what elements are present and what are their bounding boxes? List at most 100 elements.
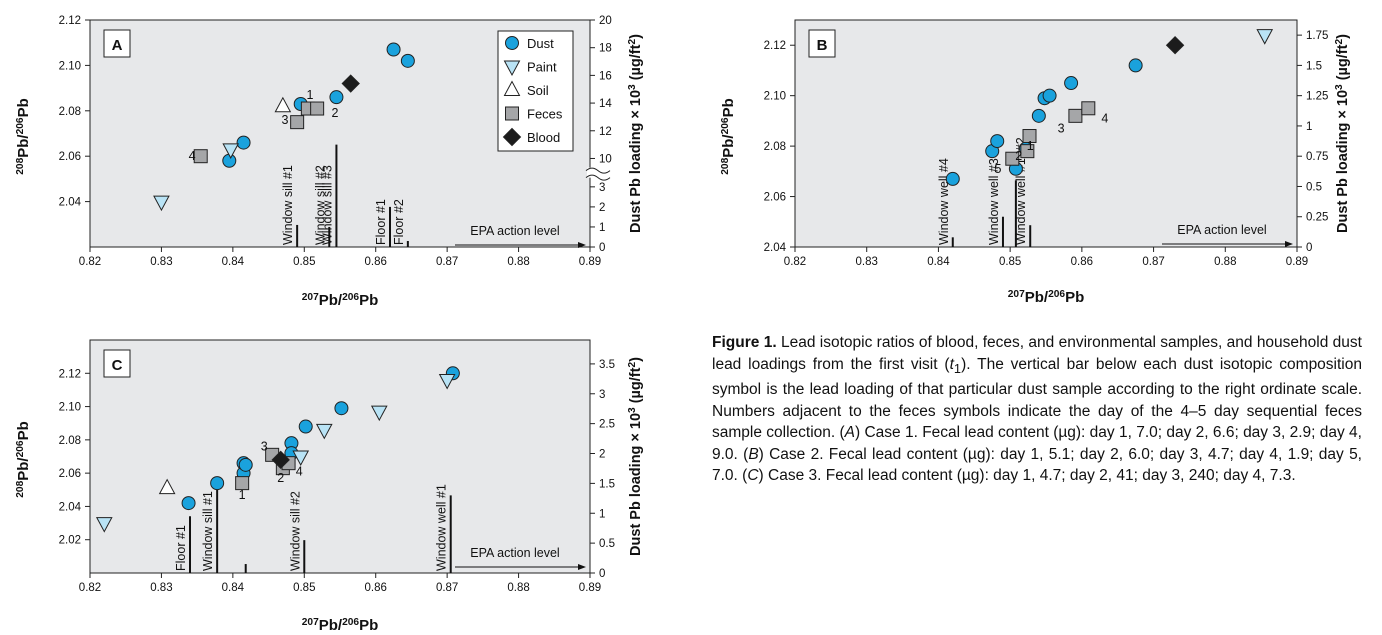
x-tick-label: 0.86	[1071, 256, 1093, 268]
y-tick-label: 2.10	[764, 91, 786, 103]
data-point-dust	[945, 171, 960, 186]
feces-day-label: 3	[282, 113, 289, 127]
caption-text-2: ). The vertical bar below each dust isot…	[712, 355, 1362, 442]
chart-panel-c: 0.82 0.83 0.84 0.85 0.86 0.87 0.88 0.89 2.02 2.04…	[15, 339, 645, 635]
data-point-feces	[193, 149, 208, 164]
figure-caption: Figure 1. Lead isotopic ratios of blood,…	[712, 332, 1362, 487]
x-tick-label: 0.85	[293, 256, 315, 268]
y2-tick-label: 0	[599, 242, 605, 254]
data-point-feces	[310, 101, 325, 116]
data-point-paint	[95, 517, 113, 533]
caption-case-a: A	[844, 424, 856, 442]
axis-break-mark	[585, 167, 611, 181]
y2-tick-label: 3.5	[599, 359, 615, 371]
data-point-dust	[1064, 76, 1079, 91]
data-point-paint	[222, 143, 240, 159]
data-point-feces	[1068, 108, 1083, 123]
x-tick-label: 0.89	[1286, 256, 1308, 268]
caption-case-b: B	[748, 445, 759, 463]
feces-day-label: 4	[189, 149, 196, 163]
data-point-feces	[1081, 101, 1096, 116]
y2-tick-label: 0.75	[1306, 151, 1328, 163]
y-tick-label: 2.08	[59, 106, 81, 118]
y2-tick-label: 18	[599, 43, 612, 55]
chart-panel-b: 0.82 0.83 0.84 0.85 0.86 0.87 0.88 0.89 2.04 2.06…	[720, 19, 1351, 306]
loading-bar-label: Window sill #2	[288, 491, 302, 571]
caption-text-3: ) Case 1. Fecal lead content (µg): day 1…	[712, 424, 1362, 463]
y2-tick-label: 16	[599, 70, 612, 82]
data-point-dust	[386, 42, 401, 57]
y2-tick-label: 1	[1306, 121, 1312, 133]
loading-bar-label: Floor #1	[374, 199, 388, 245]
epa-label: EPA action level	[470, 224, 559, 238]
x-axis-title: 207Pb/206Pb	[302, 617, 379, 635]
y2-tick-label: 2.5	[599, 419, 615, 431]
feces-day-label: 1	[239, 488, 246, 502]
caption-case-c: C	[747, 467, 759, 485]
x-tick-label: 0.88	[507, 256, 529, 268]
epa-arrow-head	[578, 241, 586, 248]
loading-bar-label: Window sill #1	[201, 491, 215, 571]
y2-tick-label: 1	[599, 508, 605, 520]
data-point-feces	[290, 115, 305, 130]
data-point-dust	[210, 476, 225, 491]
x-tick-label: 0.82	[784, 256, 806, 268]
x-tick-label: 0.85	[999, 256, 1021, 268]
x-tick-label: 0.87	[1142, 256, 1164, 268]
panel-letter-box	[103, 29, 131, 58]
feces-day-label: 3	[1058, 121, 1065, 135]
x-tick-label: 0.87	[436, 256, 458, 268]
x-tick-label: 0.88	[507, 582, 529, 594]
epa-label: EPA action level	[470, 546, 559, 560]
y2-tick-label: 1.5	[1306, 60, 1322, 72]
legend-label-paint: Paint	[527, 60, 557, 75]
y-tick-label: 2.02	[59, 535, 81, 547]
feces-day-label: 2	[332, 106, 339, 120]
data-point-dust	[329, 90, 344, 105]
x-tick-label: 0.89	[579, 582, 601, 594]
y-tick-label: 2.04	[764, 242, 787, 254]
caption-t-sub: 1	[953, 360, 962, 376]
x-tick-label: 0.84	[222, 582, 245, 594]
caption-t-symbol: t	[949, 355, 954, 373]
data-point-feces	[1020, 144, 1035, 159]
feces-day-label: 1	[307, 88, 314, 102]
data-point-soil	[158, 478, 176, 495]
y2-tick-label: 2	[599, 449, 605, 461]
data-point-dust	[334, 401, 349, 416]
y2-axis-title: Dust Pb loading × 103 (µg/ft2)	[627, 357, 645, 556]
loading-bar-label: Window sill #3	[320, 165, 334, 245]
y-axis-title: 208Pb/206Pb	[15, 421, 33, 498]
x-tick-label: 0.82	[79, 256, 101, 268]
y2-tick-label: 14	[599, 98, 612, 110]
figure-label: Figure 1.	[712, 334, 777, 351]
y-tick-label: 2.12	[59, 15, 81, 27]
panel-letter: A	[112, 37, 123, 54]
y2-tick-label: 1	[599, 222, 605, 234]
y2-tick-label: 2	[599, 202, 605, 214]
legend: Dust Paint Soil Feces Blood	[497, 30, 574, 152]
y2-tick-label: 12	[599, 126, 612, 138]
y-tick-label: 2.08	[59, 435, 81, 447]
y-tick-label: 2.06	[59, 151, 81, 163]
data-point-paint	[438, 373, 456, 390]
data-point-blood	[271, 450, 290, 470]
y-tick-label: 2.04	[59, 197, 82, 209]
data-point-feces	[235, 476, 250, 491]
data-point-paint	[370, 405, 388, 422]
x-tick-label: 0.86	[365, 582, 387, 594]
epa-arrow-head	[578, 564, 586, 571]
y2-tick-label: 0	[1306, 242, 1312, 254]
y-axis-title: 208Pb/206Pb	[15, 98, 33, 175]
panel-letter: C	[112, 357, 123, 374]
data-point-soil	[274, 96, 292, 113]
panel-letter-box	[808, 29, 836, 58]
epa-label: EPA action level	[1177, 223, 1266, 237]
data-point-paint	[315, 423, 333, 440]
caption-text-5: ) Case 3. Fecal lead content (µg): day 1…	[758, 467, 1296, 485]
x-tick-label: 0.83	[856, 256, 878, 268]
x-tick-label: 0.84	[927, 256, 950, 268]
x-tick-label: 0.83	[150, 256, 172, 268]
loading-bar-label: Floor #2	[392, 199, 406, 245]
